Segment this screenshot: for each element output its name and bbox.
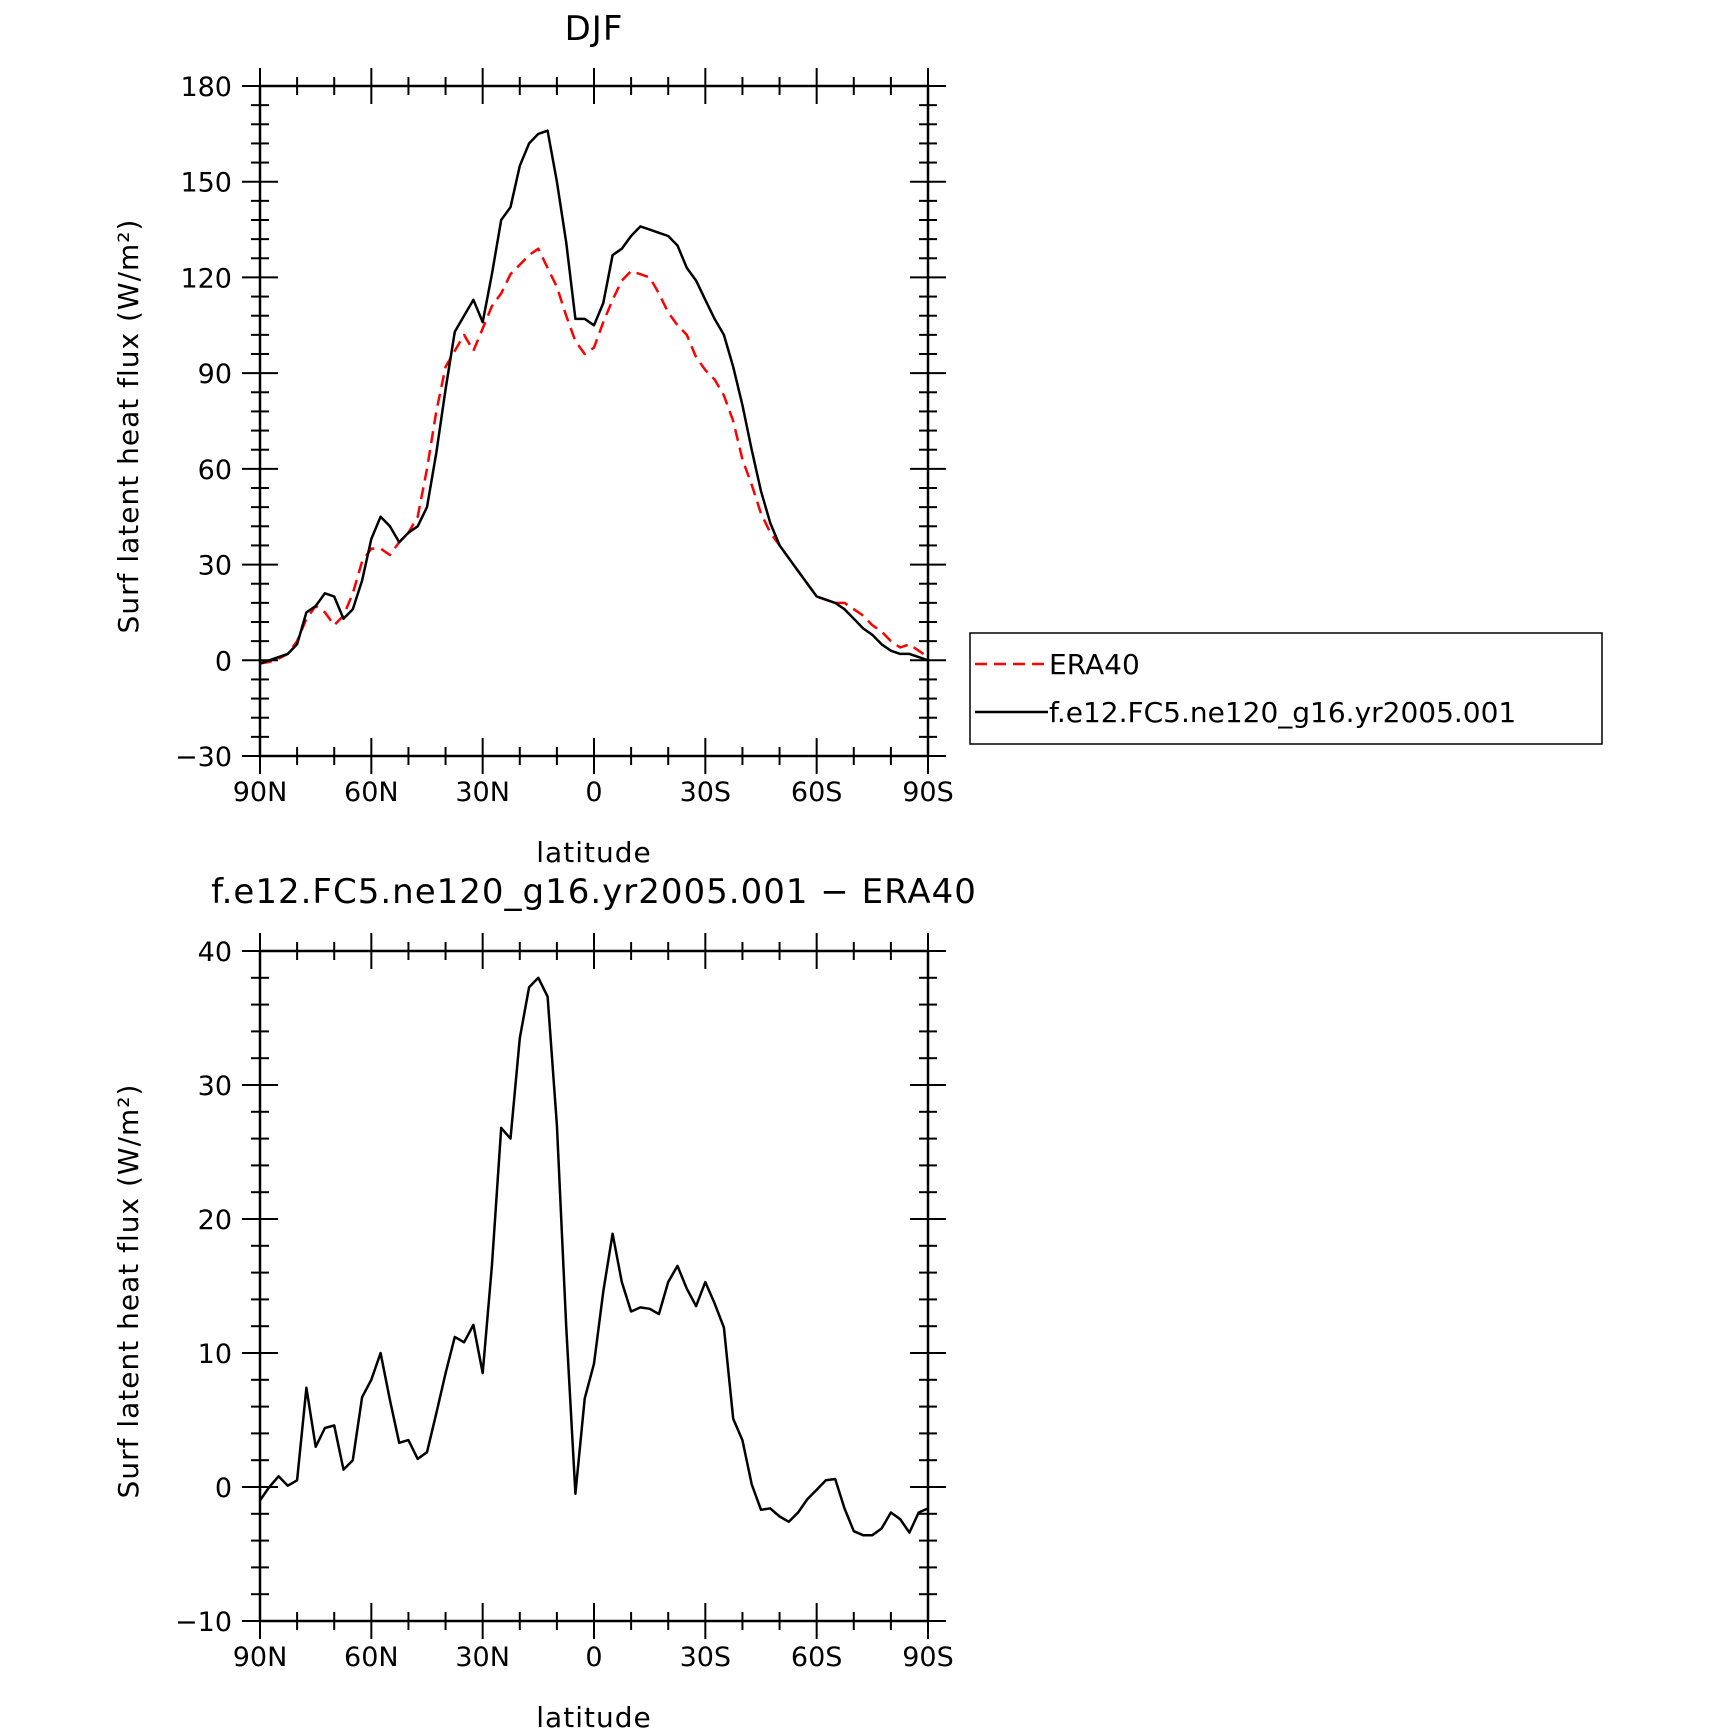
- x-tick-label: 30S: [680, 1642, 732, 1673]
- legend: ERA40 f.e12.FC5.ne120_g16.yr2005.001: [969, 632, 1603, 745]
- y-tick-label: 90: [198, 359, 232, 390]
- x-tick-label: 90S: [902, 1642, 954, 1673]
- plot-lines: [259, 129, 929, 665]
- y-tick-label: 30: [198, 551, 232, 582]
- y-tick-label: −30: [175, 742, 232, 773]
- y-tick-label: 0: [215, 1473, 232, 1504]
- y-tick-label: 120: [180, 263, 232, 294]
- axis-ticks: [242, 933, 946, 1639]
- y-tick-label: −10: [175, 1607, 232, 1638]
- y-tick-label: 10: [198, 1339, 232, 1370]
- x-tick-label: 30N: [455, 777, 510, 808]
- y-tick-label: 60: [198, 455, 232, 486]
- y-tick-label: 30: [198, 1071, 232, 1102]
- y-tick-label: 150: [180, 168, 232, 199]
- legend-label-era40: ERA40: [1049, 648, 1140, 681]
- x-tick-label: 90N: [233, 777, 288, 808]
- chart-title: DJF: [565, 9, 624, 49]
- series-line-0: [259, 247, 929, 665]
- x-tick-label: 0: [585, 1642, 602, 1673]
- x-axis-label: latitude: [536, 1701, 651, 1734]
- x-tick-label: 0: [585, 777, 602, 808]
- legend-label-model: f.e12.FC5.ne120_g16.yr2005.001: [1049, 696, 1516, 729]
- y-tick-labels: −30 0 30 60 90 120 150 180: [175, 72, 232, 773]
- chart-title: f.e12.FC5.ne120_g16.yr2005.001 − ERA40: [211, 872, 977, 912]
- difference-panel: f.e12.FC5.ne120_g16.yr2005.001 − ERA40 −…: [112, 872, 977, 1734]
- y-axis-label: Surf latent heat flux (W/m²): [112, 1084, 145, 1499]
- x-tick-label: 90N: [233, 1642, 288, 1673]
- x-axis-label: latitude: [536, 836, 651, 869]
- y-tick-labels: −10 0 10 20 30 40: [175, 937, 232, 1638]
- y-tick-label: 40: [198, 937, 232, 968]
- x-tick-label: 30N: [455, 1642, 510, 1673]
- x-tick-label: 90S: [902, 777, 954, 808]
- series-line-1: [259, 129, 929, 665]
- x-tick-label: 30S: [680, 777, 732, 808]
- series-line-0: [258, 976, 929, 1537]
- x-tick-label: 60N: [344, 777, 399, 808]
- y-tick-label: 180: [180, 72, 232, 103]
- x-tick-label: 60N: [344, 1642, 399, 1673]
- x-tick-labels: 90N 60N 30N 0 30S 60S 90S: [233, 777, 954, 808]
- y-axis-label: Surf latent heat flux (W/m²): [112, 219, 145, 634]
- x-tick-label: 60S: [791, 777, 843, 808]
- djf-panel: DJF −30 0 30 60 90 120 150 180 90N 60N 30N 0 30S 60S…: [112, 9, 954, 869]
- y-tick-label: 20: [198, 1205, 232, 1236]
- y-tick-label: 0: [215, 646, 232, 677]
- plot-lines: [258, 976, 929, 1537]
- x-tick-labels: 90N 60N 30N 0 30S 60S 90S: [233, 1642, 954, 1673]
- legend-box: [969, 632, 1603, 745]
- axis-ticks: [242, 68, 946, 774]
- x-tick-label: 60S: [791, 1642, 843, 1673]
